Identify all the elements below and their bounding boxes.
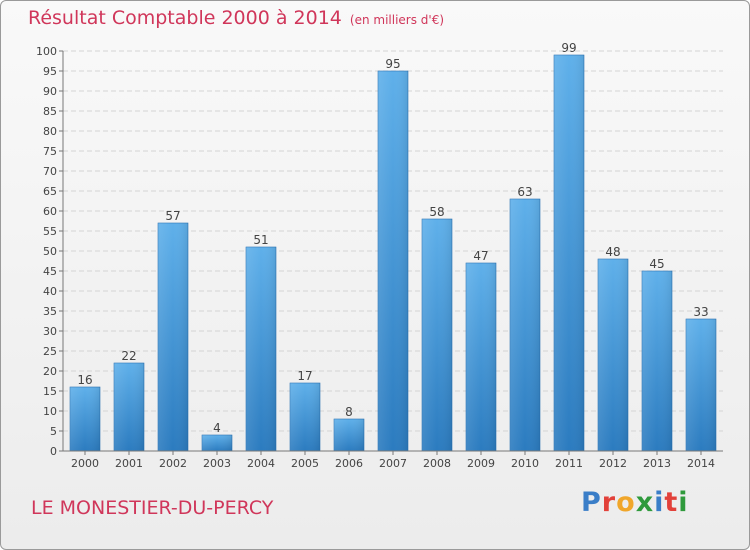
y-tick-label: 75 <box>43 145 57 158</box>
y-tick-label: 65 <box>43 185 57 198</box>
bar-shade <box>510 199 540 451</box>
y-tick-label: 35 <box>43 305 57 318</box>
y-tick-label: 100 <box>36 45 57 58</box>
bar-value-label: 47 <box>473 249 488 263</box>
bar-shade <box>158 223 188 451</box>
title-unit: (en milliers d'€) <box>349 13 445 27</box>
bar-shade <box>202 435 232 451</box>
x-axis: 2000 2001 2002 2003 2004 2005 2006 2007 2008 2009… <box>63 450 723 470</box>
logo-letter: P <box>581 487 602 518</box>
bar-value-label: 4 <box>213 421 221 435</box>
bar-value-label: 48 <box>605 245 620 259</box>
logo-letter: o <box>616 487 636 518</box>
bar-value-label: 95 <box>385 57 400 71</box>
x-tick-label: 2007 <box>379 457 407 470</box>
commune-name: LE MONESTIER-DU-PERCY <box>31 497 274 519</box>
bar-shade <box>598 259 628 451</box>
x-tick-label: 2004 <box>247 457 275 470</box>
bar-shade <box>246 247 276 451</box>
bar-value-label: 16 <box>77 373 92 387</box>
bar-value-label: 99 <box>561 41 576 55</box>
x-tick-label: 2010 <box>511 457 539 470</box>
logo-letter: r <box>601 487 617 518</box>
logo-letter: t <box>664 487 679 518</box>
bar-value-label: 45 <box>649 257 664 271</box>
x-tick-label: 2001 <box>115 457 143 470</box>
x-tick-label: 2000 <box>71 457 99 470</box>
y-tick-label: 60 <box>43 205 57 218</box>
y-tick-label: 45 <box>43 265 57 278</box>
bar-value-label: 51 <box>253 233 268 247</box>
x-tick-label: 2003 <box>203 457 231 470</box>
y-tick-label: 0 <box>50 445 57 458</box>
bar-shade <box>554 55 584 451</box>
bar-value-label: 63 <box>517 185 532 199</box>
y-tick-label: 40 <box>43 285 57 298</box>
y-tick-label: 70 <box>43 165 57 178</box>
logo-letter: i <box>654 487 665 518</box>
bar-value-label: 58 <box>429 205 444 219</box>
y-tick-label: 20 <box>43 365 57 378</box>
y-tick-label: 80 <box>43 125 57 138</box>
bar-value-label: 8 <box>345 405 353 419</box>
title-text: Résultat Comptable 2000 à 2014 <box>28 7 342 29</box>
bar-shade <box>114 363 144 451</box>
bar-shade <box>290 383 320 451</box>
chart-title: Résultat Comptable 2000 à 2014 (en millie… <box>28 7 444 29</box>
logo-letter: x <box>635 487 655 518</box>
bar-shade <box>686 319 716 451</box>
y-tick-label: 25 <box>43 345 57 358</box>
x-tick-label: 2002 <box>159 457 187 470</box>
bar-shade <box>466 263 496 451</box>
x-tick-label: 2012 <box>599 457 627 470</box>
y-tick-label: 95 <box>43 65 57 78</box>
x-tick-label: 2008 <box>423 457 451 470</box>
y-tick-label: 55 <box>43 225 57 238</box>
y-tick-label: 10 <box>43 405 57 418</box>
bar-shade <box>642 271 672 451</box>
x-tick-label: 2006 <box>335 457 363 470</box>
y-tick-label: 90 <box>43 85 57 98</box>
x-tick-label: 2009 <box>467 457 495 470</box>
y-tick-label: 50 <box>43 245 57 258</box>
bar-value-label: 22 <box>121 349 136 363</box>
x-tick-label: 2011 <box>555 457 583 470</box>
proxiti-logo: Proxiti <box>581 487 689 518</box>
y-tick-label: 30 <box>43 325 57 338</box>
bar-shade <box>334 419 364 451</box>
bar-value-label: 57 <box>165 209 180 223</box>
bars: 16 22 57 4 51 17 8 95 58 47 63 99 48 45 33 <box>69 41 717 452</box>
x-tick-label: 2013 <box>643 457 671 470</box>
bar-shade <box>378 71 408 451</box>
y-axis: 0 5 10 15 20 25 30 35 40 45 50 55 60 65 70 75 80 85 90 95 10… <box>36 45 64 458</box>
bar-value-label: 17 <box>297 369 312 383</box>
bar-shade <box>422 219 452 451</box>
x-tick-label: 2014 <box>687 457 715 470</box>
y-tick-label: 85 <box>43 105 57 118</box>
y-tick-label: 5 <box>50 425 57 438</box>
bar-value-label: 33 <box>693 305 708 319</box>
y-tick-label: 15 <box>43 385 57 398</box>
logo-letter: i <box>678 487 689 518</box>
bar-shade <box>70 387 100 451</box>
x-tick-label: 2005 <box>291 457 319 470</box>
